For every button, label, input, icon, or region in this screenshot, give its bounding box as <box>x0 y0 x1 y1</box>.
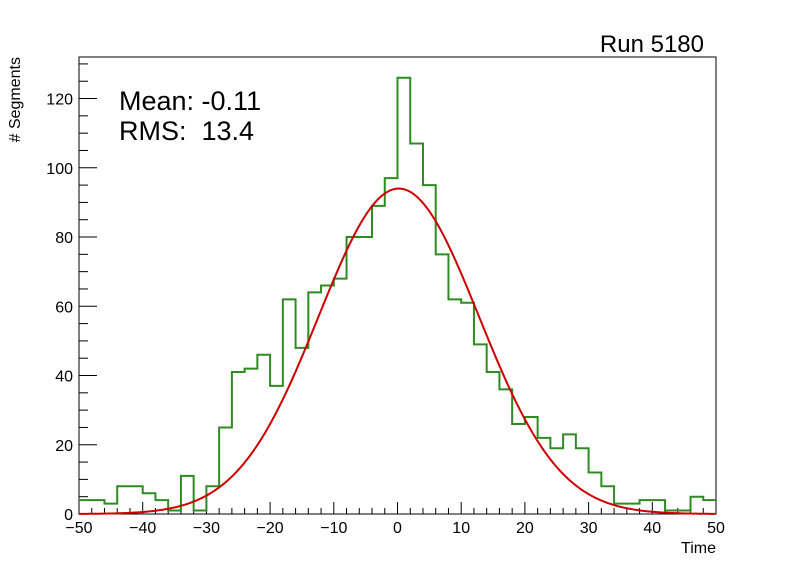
x-tick-label: −10 <box>320 520 347 537</box>
y-tick-label: 120 <box>46 92 73 109</box>
x-tick-label: −50 <box>65 520 92 537</box>
gaussian-fit-curve <box>78 187 717 515</box>
y-tick-label: 0 <box>64 507 73 524</box>
x-axis-title: Time <box>681 540 716 557</box>
y-tick-label: 40 <box>55 369 73 386</box>
y-axis-ticks <box>79 63 97 515</box>
y-axis-title: # Segments <box>7 57 24 142</box>
x-tick-label: 50 <box>707 520 725 537</box>
y-tick-label: 20 <box>55 438 73 455</box>
x-tick-label: 0 <box>393 520 402 537</box>
x-tick-label: 10 <box>452 520 470 537</box>
x-tick-label: 20 <box>516 520 534 537</box>
y-tick-label: 100 <box>46 161 73 178</box>
x-tick-label: −30 <box>193 520 220 537</box>
y-tick-label: 60 <box>55 299 73 316</box>
x-axis-tick-labels: −50 −40 −30 −20 −10 0 10 20 30 40 50 <box>65 520 725 537</box>
y-axis-tick-labels: 0 20 40 60 80 100 120 <box>46 92 73 524</box>
x-tick-label: −40 <box>129 520 156 537</box>
x-tick-label: 40 <box>643 520 661 537</box>
x-tick-label: −20 <box>257 520 284 537</box>
run-label: Run 5180 <box>600 31 704 58</box>
y-tick-label: 80 <box>55 230 73 247</box>
histogram-series <box>79 76 716 512</box>
stats-rms: RMS: 13.4 <box>119 116 254 146</box>
x-tick-label: 30 <box>580 520 598 537</box>
stats-mean: Mean: -0.11 <box>119 86 261 116</box>
